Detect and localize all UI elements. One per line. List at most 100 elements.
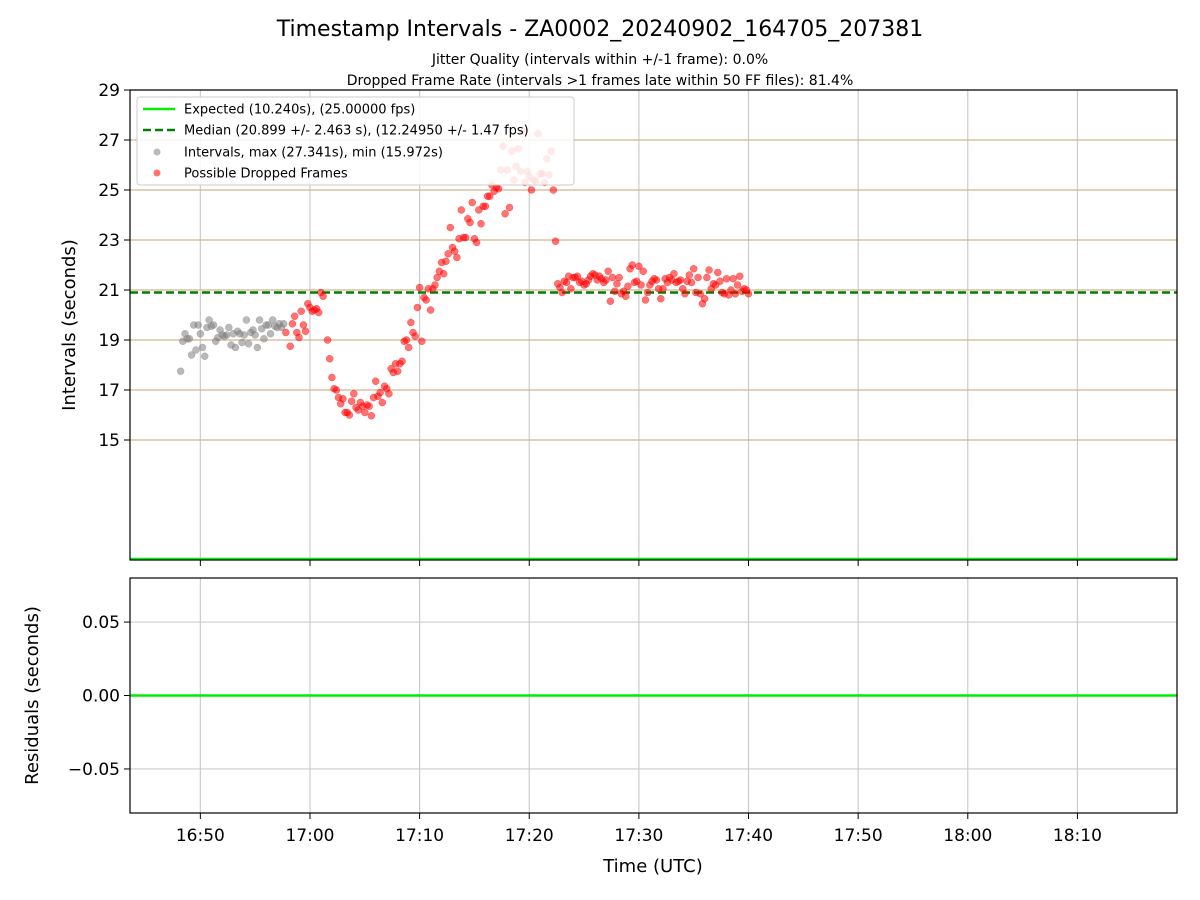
dropped-frame-point — [562, 278, 571, 287]
dropped-frame-point — [657, 295, 665, 303]
dropped-frame-point — [685, 271, 694, 279]
dropped-frame-point — [494, 185, 503, 193]
dropped-frame-point — [378, 398, 387, 407]
dropped-frame-point — [468, 198, 476, 207]
dropped-frame-point — [365, 402, 373, 410]
dropped-frame-point — [372, 377, 380, 385]
legend-intervals-label: Intervals, max (27.341s), min (15.972s) — [184, 146, 443, 161]
dropped-frame-point — [549, 186, 558, 194]
dropped-frame-point — [431, 281, 439, 289]
y-axis-label: Residuals (seconds) — [22, 606, 43, 785]
dropped-frame-point — [714, 268, 722, 277]
dropped-frame-point — [628, 261, 637, 269]
dropped-frame-point — [439, 270, 448, 278]
interval-point — [240, 331, 248, 339]
interval-point — [192, 346, 200, 354]
dropped-frame-point — [635, 262, 643, 270]
dropped-frame-point — [450, 247, 459, 255]
dropped-frame-point — [486, 192, 494, 200]
dropped-frame-point — [567, 285, 575, 293]
dropped-frame-point — [643, 288, 652, 297]
dropped-frame-point — [505, 203, 514, 212]
dropped-frame-point — [611, 287, 619, 295]
dropped-frame-rate-subtitle: Dropped Frame Rate (intervals >1 frames … — [347, 73, 854, 89]
y-tick-label: 27 — [98, 131, 120, 151]
dropped-frame-point — [295, 333, 303, 342]
dropped-frame-point — [606, 297, 615, 305]
dropped-frame-point — [339, 395, 347, 403]
dropped-frame-point — [700, 295, 709, 303]
y-tick-label: 29 — [98, 81, 120, 101]
chart-title: Timestamp Intervals - ZA0002_20240902_16… — [276, 17, 924, 42]
legend-dropped-swatch — [153, 169, 161, 177]
interval-point — [185, 335, 194, 343]
dropped-frame-point — [735, 272, 744, 280]
x-tick-label: 17:20 — [505, 826, 554, 846]
dropped-frame-point — [687, 278, 696, 287]
y-tick-label: 17 — [98, 381, 120, 401]
residuals-panel: 16:50 17:00 17:10 17:20 17:30 17:40 17:50 18:00… — [22, 577, 1178, 846]
dropped-frame-point — [319, 292, 327, 300]
legend-expected-label: Expected (10.240s), (25.00000 fps) — [184, 103, 415, 118]
dropped-frame-point — [442, 257, 450, 265]
dropped-frame-point — [290, 312, 299, 320]
dropped-frame-point — [696, 290, 705, 298]
dropped-frame-point — [422, 296, 430, 304]
y-tick-label: 0.05 — [82, 613, 120, 633]
interval-point — [279, 320, 288, 328]
dropped-frame-point — [286, 342, 294, 350]
interval-point — [244, 340, 253, 348]
dropped-frame-point — [398, 357, 406, 365]
dropped-frame-point — [347, 397, 356, 405]
dropped-frame-point — [402, 336, 411, 344]
y-tick-label: 23 — [98, 231, 120, 251]
dropped-frame-point — [328, 373, 336, 382]
dropped-frame-point — [413, 303, 422, 312]
dropped-frame-point — [426, 306, 435, 314]
dropped-frame-point — [624, 282, 632, 290]
interval-point — [238, 338, 246, 347]
dropped-frame-point — [444, 250, 452, 258]
interval-point — [209, 321, 218, 329]
dropped-frame-point — [404, 343, 413, 352]
dropped-frame-point — [457, 206, 466, 214]
x-tick-label: 17:10 — [395, 826, 444, 846]
dropped-frame-point — [722, 275, 731, 283]
interval-point — [222, 331, 231, 339]
dropped-frame-point — [466, 218, 474, 227]
dropped-frame-point — [744, 290, 753, 298]
interval-point — [194, 321, 202, 329]
dropped-frame-point — [733, 281, 742, 289]
dropped-frame-point — [613, 280, 621, 288]
dropped-frame-point — [361, 408, 369, 417]
legend-dropped-label: Possible Dropped Frames — [184, 167, 348, 182]
intervals-panel: 15 17 19 21 23 25 27 29 Intervals (seconds) Expec… — [59, 81, 1178, 566]
interval-point — [266, 330, 275, 338]
interval-points — [176, 316, 288, 375]
y-tick-label: 25 — [98, 181, 120, 201]
dropped-frame-point — [472, 238, 481, 247]
interval-point — [260, 335, 268, 343]
dropped-frame-point — [393, 367, 402, 375]
dropped-frame-point — [659, 285, 667, 293]
dropped-frame-point — [602, 276, 610, 284]
dropped-frame-point — [376, 388, 384, 397]
dropped-frame-point — [716, 277, 724, 285]
dropped-frame-point — [325, 355, 334, 363]
y-tick-label: 15 — [98, 431, 120, 451]
x-axis-label: Time (UTC) — [602, 856, 703, 877]
dropped-frame-point — [350, 390, 358, 398]
dropped-frame-point — [694, 273, 702, 282]
dropped-frame-point — [477, 220, 485, 228]
dropped-frame-point — [604, 267, 612, 275]
dropped-frame-point — [703, 273, 711, 282]
interval-point — [268, 316, 277, 324]
dropped-frame-point — [527, 186, 536, 194]
interval-point — [196, 330, 205, 338]
dropped-frame-point — [301, 327, 310, 335]
dropped-frame-point — [729, 275, 737, 283]
x-tick-label: 17:50 — [834, 826, 883, 846]
interval-point — [200, 352, 209, 360]
x-tick-label: 18:00 — [943, 826, 992, 846]
